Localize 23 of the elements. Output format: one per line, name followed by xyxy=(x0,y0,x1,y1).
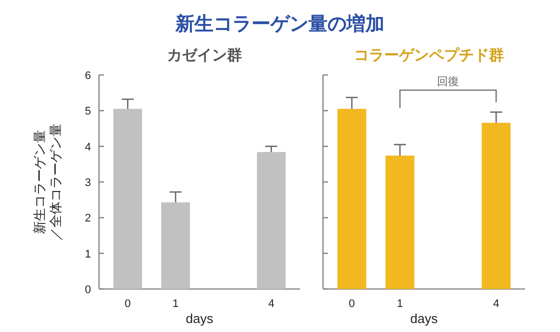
x-axis-title: days xyxy=(410,311,438,326)
chart-subtitle: カゼイン群 xyxy=(167,47,242,64)
bar xyxy=(113,108,142,289)
y-tick-label: 2 xyxy=(84,212,91,225)
x-tick-label: 1 xyxy=(172,298,179,310)
bar xyxy=(161,202,190,289)
annotation: 回復 xyxy=(437,76,460,88)
y-tick-label: 3 xyxy=(84,177,91,189)
chart-subtitle: コラーゲンペプチド群 xyxy=(354,47,504,64)
x-tick-label: 0 xyxy=(124,298,131,310)
x-tick-label: 1 xyxy=(396,298,404,310)
y-tick-label: 0 xyxy=(84,284,91,296)
x-tick-label: 4 xyxy=(268,298,274,310)
y-tick-label: 5 xyxy=(84,106,91,118)
x-tick-label: 4 xyxy=(493,298,500,310)
y-axis-title: 新生コラーゲン量／全体コラーゲン量 xyxy=(32,124,63,240)
x-tick-label: 0 xyxy=(348,298,355,310)
bar xyxy=(256,152,286,289)
x-axis-title: days xyxy=(186,311,214,326)
y-tick-label: 1 xyxy=(84,248,91,260)
chart-title: 新生コラーゲン量の増加 xyxy=(174,13,384,35)
y-tick-label: 4 xyxy=(84,141,91,154)
y-tick-label: 6 xyxy=(84,70,91,82)
